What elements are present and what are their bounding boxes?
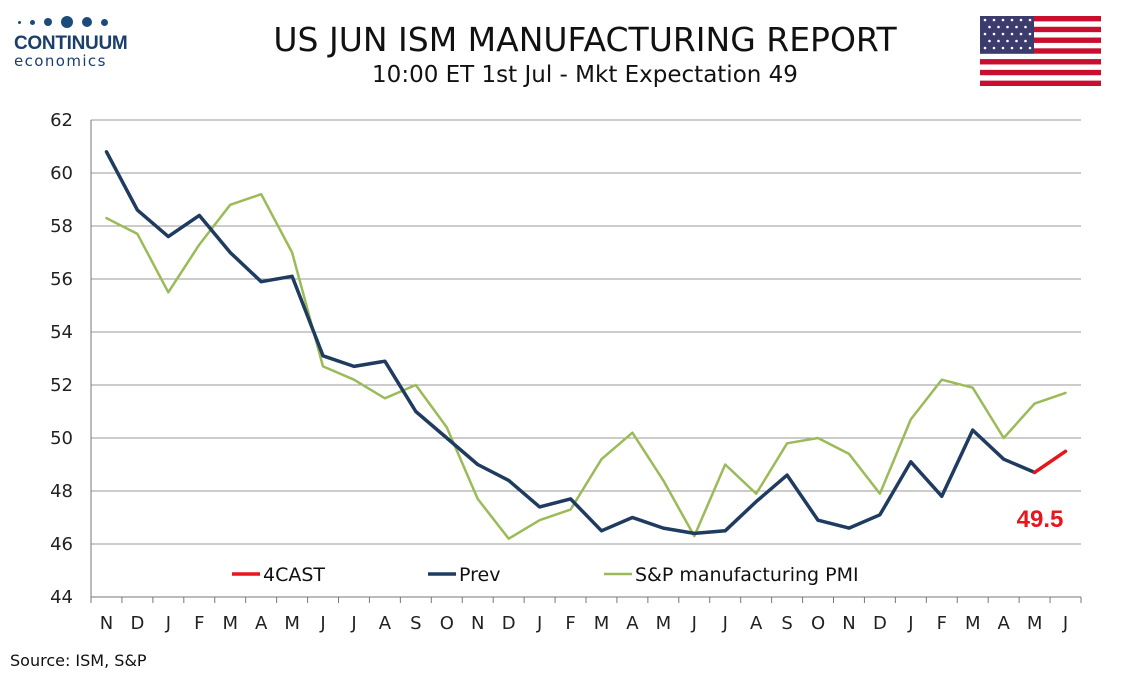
x-tick-label: J	[536, 613, 542, 634]
logo-sub: economics	[14, 52, 107, 70]
legend-label: S&P manufacturing PMI	[635, 564, 859, 586]
y-tick-label: 46	[50, 534, 73, 555]
x-tick-label: F	[565, 613, 575, 634]
logo-name: CONTINUUM	[14, 33, 128, 54]
y-tick-label: 58	[50, 216, 73, 237]
x-tick-label: A	[379, 613, 392, 634]
y-tick-label: 54	[50, 322, 73, 343]
x-tick-label: M	[965, 613, 981, 634]
x-tick-label: N	[100, 613, 113, 634]
y-tick-label: 48	[50, 481, 73, 502]
x-tick-label: D	[502, 613, 516, 634]
x-tick-label: N	[842, 613, 855, 634]
y-tick-label: 62	[50, 110, 73, 131]
x-tick-label: D	[873, 613, 887, 634]
x-tick-label: M	[222, 613, 238, 634]
x-tick-label: A	[255, 613, 268, 634]
forecast-callout: 49.5	[1017, 506, 1064, 533]
x-tick-label: F	[194, 613, 204, 634]
y-tick-label: 52	[50, 375, 73, 396]
y-tick-label: 60	[50, 163, 73, 184]
legend-label: Prev	[459, 564, 500, 586]
x-tick-label: J	[722, 613, 728, 634]
x-tick-label: J	[350, 613, 356, 634]
y-tick-label: 50	[50, 428, 73, 449]
x-tick-label: A	[997, 613, 1010, 634]
chart-title: US JUN ISM MANUFACTURING REPORT	[273, 20, 897, 59]
x-tick-label: S	[410, 613, 421, 634]
y-tick-label: 56	[50, 269, 73, 290]
x-tick-label: M	[284, 613, 300, 634]
y-tick-label: 44	[50, 587, 73, 608]
x-tick-label: J	[1062, 613, 1068, 634]
x-tick-label: D	[130, 613, 144, 634]
x-tick-label: N	[471, 613, 484, 634]
x-tick-label: A	[750, 613, 763, 634]
legend-label: 4CAST	[263, 564, 325, 586]
x-tick-label: F	[937, 613, 947, 634]
x-tick-label: J	[319, 613, 325, 634]
x-tick-label: J	[165, 613, 171, 634]
x-tick-label: O	[440, 613, 454, 634]
chart-subtitle: 10:00 ET 1st Jul - Mkt Expectation 49	[372, 62, 798, 88]
x-tick-label: M	[594, 613, 610, 634]
x-tick-label: J	[907, 613, 913, 634]
x-tick-label: A	[626, 613, 639, 634]
x-tick-label: M	[1027, 613, 1043, 634]
x-tick-label: O	[811, 613, 825, 634]
x-tick-label: J	[691, 613, 697, 634]
source-note: Source: ISM, S&P	[10, 651, 147, 670]
continuum-logo: CONTINUUM economics	[14, 14, 134, 69]
series-line-prev	[104, 150, 1037, 536]
series-line-4cast	[1032, 449, 1068, 475]
series-line-s-p-manufacturing-pmi	[105, 192, 1067, 540]
x-tick-label: S	[781, 613, 792, 634]
x-tick-label: M	[656, 613, 672, 634]
us-flag-icon	[980, 16, 1101, 86]
logo-dots-icon	[18, 14, 134, 30]
